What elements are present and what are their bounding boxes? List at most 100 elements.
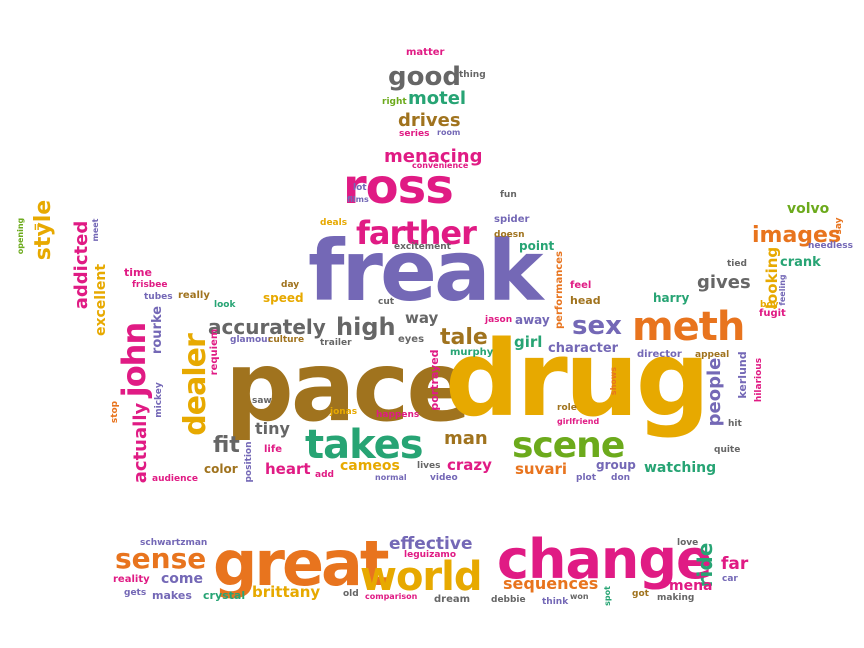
- cloud-word-shows: shows: [609, 367, 618, 395]
- cloud-word-actually: actually: [130, 403, 151, 484]
- cloud-word-culture: culture: [268, 335, 304, 345]
- cloud-word-fun: fun: [500, 190, 517, 200]
- cloud-word-gets: gets: [124, 588, 146, 598]
- cloud-word-meth: meth: [632, 304, 744, 350]
- cloud-word-boy: boy: [760, 300, 779, 310]
- cloud-word-brittany: brittany: [252, 583, 320, 601]
- cloud-word-look: look: [214, 300, 236, 310]
- cloud-word-eyes: eyes: [398, 334, 424, 345]
- cloud-word-sense: sense: [115, 542, 206, 575]
- cloud-word-thing: thing: [459, 70, 486, 80]
- cloud-word-excellent: excellent: [93, 264, 109, 336]
- cloud-word-director: director: [637, 349, 682, 360]
- cloud-word-performances: performances: [554, 251, 565, 329]
- cloud-word-time: time: [124, 266, 152, 279]
- cloud-word-plot: plot: [576, 473, 597, 483]
- cloud-word-spider: spider: [494, 214, 529, 225]
- cloud-word-man: man: [444, 428, 488, 449]
- cloud-word-add: add: [315, 470, 334, 480]
- cloud-word-gives: gives: [697, 272, 751, 293]
- cloud-word-change: change: [497, 528, 712, 591]
- cloud-word-portrayed: portrayed: [428, 349, 441, 410]
- cloud-word-kerlund: kerlund: [736, 351, 749, 398]
- cloud-word-quite: quite: [714, 445, 740, 455]
- cloud-word-schwartzman: schwartzman: [140, 538, 207, 548]
- cloud-word-john: john: [115, 323, 153, 400]
- cloud-word-trailer: trailer: [320, 338, 352, 348]
- cloud-word-reality: reality: [113, 574, 150, 585]
- cloud-word-ride: ride: [693, 543, 717, 588]
- cloud-word-mena: mena: [669, 578, 713, 594]
- cloud-word-feel: feel: [570, 280, 591, 291]
- cloud-word-menacing: menacing: [384, 146, 482, 167]
- cloud-word-life: life: [264, 444, 282, 455]
- cloud-word-point: point: [519, 239, 554, 253]
- cloud-word-takes: takes: [305, 422, 423, 468]
- cloud-word-hilarious: hilarious: [754, 358, 764, 402]
- cloud-word-normal: normal: [375, 473, 407, 482]
- cloud-word-great: great: [213, 527, 389, 600]
- cloud-word-dealer: dealer: [178, 333, 213, 436]
- cloud-word-stop: stop: [110, 400, 120, 423]
- cloud-word-glamour: glamour: [230, 335, 273, 345]
- cloud-word-color: color: [204, 462, 238, 476]
- cloud-word-heart: heart: [265, 460, 311, 478]
- cloud-word-deals: deals: [320, 218, 347, 228]
- cloud-word-requiem: requiem: [209, 329, 220, 376]
- cloud-word-cut: cut: [378, 297, 395, 307]
- cloud-word-appeal: appeal: [695, 350, 729, 360]
- cloud-word-feeling: feeling: [778, 274, 787, 306]
- cloud-word-crank: crank: [780, 255, 821, 270]
- cloud-word-drug: drug: [445, 318, 707, 440]
- cloud-word-series: series: [399, 129, 429, 139]
- cloud-word-frisbee: frisbee: [132, 280, 167, 290]
- cloud-word-addicted: addicted: [71, 221, 92, 309]
- cloud-word-farther: farther: [356, 214, 477, 252]
- cloud-word-sex: sex: [572, 311, 622, 341]
- cloud-word-sequences: sequences: [503, 574, 598, 593]
- cloud-word-saw: saw: [252, 396, 272, 406]
- cloud-word-got: got: [632, 589, 650, 599]
- cloud-word-far: far: [721, 554, 749, 574]
- cloud-word-role: role: [557, 403, 577, 413]
- cloud-word-crystal: crystal: [203, 589, 245, 602]
- cloud-word-speed: speed: [263, 291, 304, 305]
- cloud-word-debbie: debbie: [491, 595, 526, 605]
- cloud-word-volvo: volvo: [787, 201, 830, 217]
- cloud-word-lot: lot: [353, 183, 367, 193]
- cloud-word-fit: fit: [213, 433, 240, 458]
- cloud-word-girlfriend: girlfriend: [557, 417, 599, 426]
- cloud-word-fugit: fugit: [759, 308, 786, 319]
- cloud-word-don: don: [611, 473, 630, 483]
- cloud-word-think: think: [542, 597, 569, 607]
- cloud-word-tied: tied: [727, 259, 747, 269]
- cloud-word-car: car: [722, 574, 738, 584]
- cloud-word-images: images: [752, 223, 841, 248]
- cloud-word-people: people: [704, 358, 725, 427]
- cloud-word-high: high: [336, 313, 396, 341]
- cloud-word-won: won: [570, 592, 589, 601]
- cloud-word-spot: spot: [603, 586, 612, 606]
- cloud-word-scene: scene: [512, 425, 624, 466]
- cloud-word-say: say: [834, 217, 844, 234]
- cloud-word-makes: makes: [152, 589, 192, 602]
- cloud-word-right: right: [382, 97, 407, 107]
- cloud-word-position: position: [244, 441, 254, 482]
- cloud-word-watching: watching: [644, 460, 716, 476]
- cloud-word-accurately: accurately: [208, 315, 326, 339]
- cloud-word-group: group: [596, 458, 636, 472]
- cloud-word-opening: opening: [16, 217, 25, 254]
- cloud-word-mickey: mickey: [154, 382, 164, 418]
- cloud-word-room: room: [437, 128, 460, 137]
- cloud-word-way: way: [405, 309, 439, 327]
- cloud-word-good: good: [388, 62, 461, 92]
- cloud-word-dream: dream: [434, 594, 470, 605]
- cloud-word-character: character: [548, 341, 619, 356]
- cloud-word-away: away: [515, 313, 550, 327]
- cloud-word-pace: pace: [225, 331, 469, 443]
- cloud-word-really: really: [178, 290, 210, 301]
- cloud-word-convenience: convenience: [412, 161, 469, 170]
- cloud-word-doesn: doesn: [494, 230, 525, 240]
- cloud-word-jason: jason: [484, 315, 512, 325]
